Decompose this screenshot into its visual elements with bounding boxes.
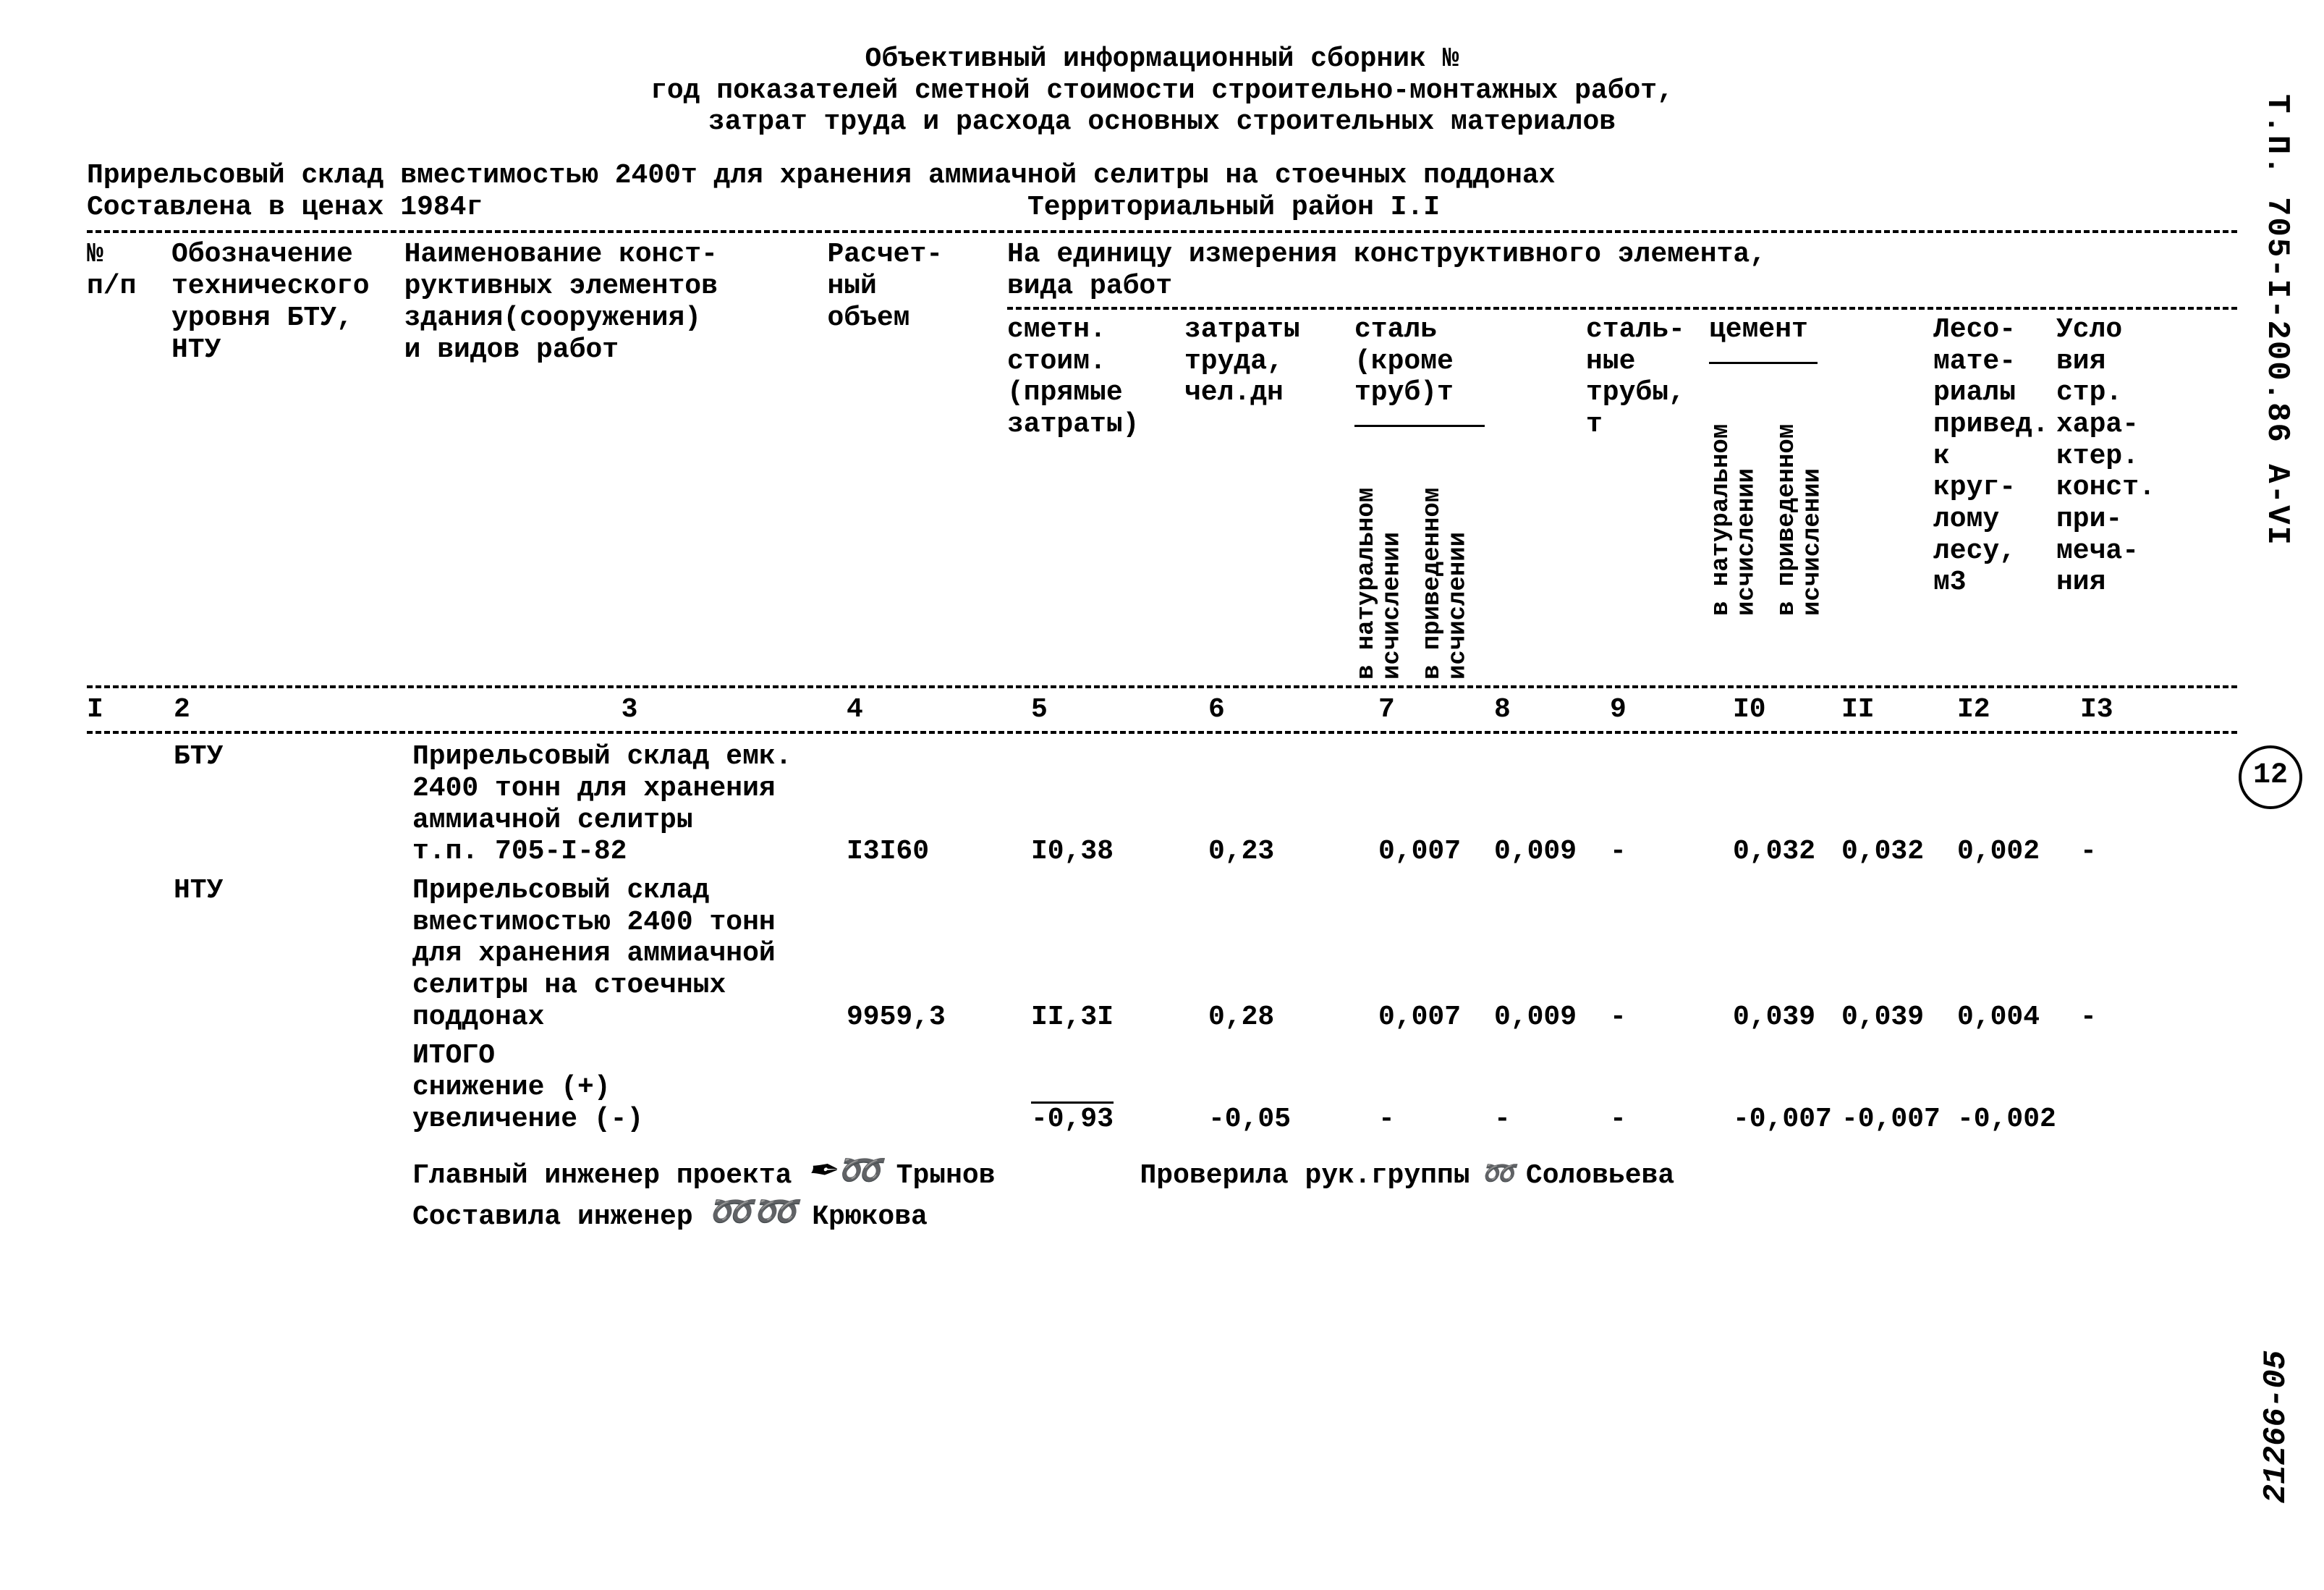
hdr-steel: сталь (кроме труб)т bbox=[1354, 314, 1586, 409]
cell: 0,007 bbox=[1378, 836, 1494, 868]
cell: 0,032 bbox=[1733, 836, 1841, 868]
hdr-col1: № п/п bbox=[87, 239, 171, 679]
cell: I0,38 bbox=[1031, 836, 1208, 868]
cell: 0,002 bbox=[1957, 836, 2080, 868]
cell: 0,039 bbox=[1841, 1002, 1957, 1033]
hdr-col13: Усло вия стр. хара- ктер. конст. при- ме… bbox=[2056, 314, 2168, 680]
cell: 0,032 bbox=[1841, 836, 1957, 868]
row-code: БТУ bbox=[174, 741, 412, 773]
colnum: II bbox=[1841, 694, 1957, 726]
row-name: Прирельсовый склад емк. 2400 тонн для хр… bbox=[412, 741, 847, 868]
checked-by-label: Проверила рук.группы bbox=[1140, 1160, 1470, 1192]
colnum: 8 bbox=[1494, 694, 1610, 726]
signature-icon: ✒➿ bbox=[807, 1150, 882, 1192]
cell: 0,28 bbox=[1208, 1002, 1378, 1033]
cell: - bbox=[1610, 1104, 1733, 1136]
title-line1: Объективный информационный сборник № bbox=[87, 43, 2237, 75]
title-line3: затрат труда и расхода основных строител… bbox=[87, 106, 2237, 138]
colnum: I3 bbox=[2080, 694, 2192, 726]
cell: - bbox=[1610, 836, 1733, 868]
cell: - bbox=[1494, 1104, 1610, 1136]
underline bbox=[1709, 362, 1818, 364]
cell: 9959,3 bbox=[847, 1002, 1031, 1033]
cell: 0,23 bbox=[1208, 836, 1378, 868]
doc-code-vertical: Т.П. 705-I-200.86 А-VI bbox=[2258, 94, 2295, 546]
chief-engineer-label: Главный инженер проекта bbox=[412, 1160, 792, 1192]
cell: 0,039 bbox=[1733, 1002, 1841, 1033]
hdr-col7: в натуральном исчислении bbox=[1354, 448, 1406, 680]
colnum: 4 bbox=[847, 694, 1031, 726]
divider bbox=[87, 731, 2237, 734]
colnum: 3 bbox=[412, 694, 847, 726]
hdr-col6: затраты труда, чел.дн bbox=[1184, 314, 1354, 680]
table-row: БТУ Прирельсовый склад емк. 2400 тонн дл… bbox=[87, 741, 2237, 868]
table-row-total: ИТОГО снижение (+) увеличение (-) -0,93 … bbox=[87, 1040, 2237, 1135]
cell: -0,05 bbox=[1208, 1104, 1378, 1136]
cell: -0,007 bbox=[1733, 1104, 1841, 1136]
divider bbox=[87, 685, 2237, 688]
hdr-col12: Лесо- мате- риалы привед. к круг- лому л… bbox=[1933, 314, 2056, 680]
colnum: 5 bbox=[1031, 694, 1208, 726]
table-header: № п/п Обозначение технического уровня БТ… bbox=[87, 239, 2237, 679]
hdr-group-top: На единицу измерения конструктивного эле… bbox=[1007, 239, 2237, 302]
hdr-cement: цемент bbox=[1709, 314, 1933, 346]
subtitle: Прирельсовый склад вместимостью 2400т дл… bbox=[87, 160, 2237, 223]
cell: - bbox=[1378, 1104, 1494, 1136]
title-line2: год показателей сметной стоимости строит… bbox=[87, 75, 2237, 107]
hdr-col5: сметн. стоим. (прямые затраты) bbox=[1007, 314, 1184, 680]
divider bbox=[87, 230, 2237, 233]
chief-engineer-name: Трынов bbox=[896, 1160, 996, 1192]
cell: 0,007 bbox=[1378, 1002, 1494, 1033]
cell: -0,93 bbox=[1031, 1104, 1208, 1136]
table-row: НТУ Прирельсовый склад вместимостью 2400… bbox=[87, 875, 2237, 1033]
compiled-by-label: Составила инженер bbox=[412, 1201, 693, 1233]
hdr-col9: сталь- ные трубы, т bbox=[1586, 314, 1709, 680]
hdr-col4: Расчет- ный объем bbox=[827, 239, 1007, 679]
colnum: I2 bbox=[1957, 694, 2080, 726]
title-block: Объективный информационный сборник № год… bbox=[87, 43, 2237, 138]
hdr-col11: в приведенном исчислении bbox=[1775, 384, 1826, 616]
cell: 0,009 bbox=[1494, 836, 1610, 868]
divider bbox=[1007, 307, 2237, 310]
stamp-number-vertical: 21266-05 bbox=[2258, 1350, 2295, 1503]
cell: - bbox=[1610, 1002, 1733, 1033]
colnum: I bbox=[87, 694, 174, 726]
cell: -0,002 bbox=[1957, 1104, 2080, 1136]
colnum: I0 bbox=[1733, 694, 1841, 726]
row-name: Прирельсовый склад вместимостью 2400 тон… bbox=[412, 875, 847, 1033]
cell: - bbox=[2080, 1002, 2192, 1033]
checked-by-name: Соловьева bbox=[1526, 1160, 1674, 1192]
page-number-circle: 12 bbox=[2239, 745, 2302, 809]
hdr-col8: в приведенном исчислении bbox=[1420, 448, 1472, 680]
subtitle-line1: Прирельсовый склад вместимостью 2400т дл… bbox=[87, 160, 2237, 192]
subtitle-line2-right: Территориальный район I.I bbox=[1027, 192, 1440, 224]
colnum: 2 bbox=[174, 694, 412, 726]
cell: - bbox=[2080, 836, 2192, 868]
cell: II,3I bbox=[1031, 1002, 1208, 1033]
colnum: 7 bbox=[1378, 694, 1494, 726]
cell: -0,007 bbox=[1841, 1104, 1957, 1136]
colnum: 9 bbox=[1610, 694, 1733, 726]
hdr-col3: Наименование конст- руктивных элементов … bbox=[404, 239, 828, 679]
subtitle-line2-left: Составлена в ценах 1984г bbox=[87, 192, 1027, 224]
row-code: НТУ bbox=[174, 875, 412, 907]
hdr-col10: в натуральном исчислении bbox=[1709, 384, 1760, 616]
colnum-row: I 2 3 4 5 6 7 8 9 I0 II I2 I3 bbox=[87, 694, 2237, 726]
signature-icon: ➿➿ bbox=[708, 1191, 798, 1233]
signature-block: Главный инженер проекта ✒➿ Трынов Провер… bbox=[87, 1150, 2237, 1233]
row-name: ИТОГО снижение (+) увеличение (-) bbox=[412, 1040, 847, 1135]
colnum: 6 bbox=[1208, 694, 1378, 726]
cell: 0,004 bbox=[1957, 1002, 2080, 1033]
underline bbox=[1354, 425, 1485, 427]
hdr-col2: Обозначение технического уровня БТУ, НТУ bbox=[171, 239, 404, 679]
compiled-by-name: Крюкова bbox=[812, 1201, 928, 1233]
cell: 0,009 bbox=[1494, 1002, 1610, 1033]
cell: I3I60 bbox=[847, 836, 1031, 868]
signature-icon: ➿ bbox=[1481, 1159, 1515, 1191]
